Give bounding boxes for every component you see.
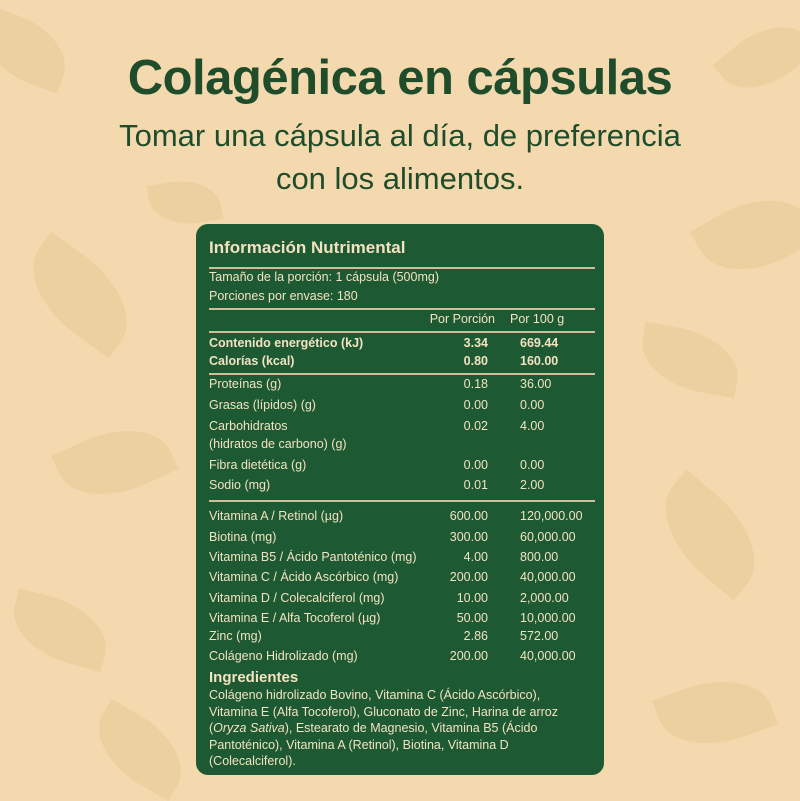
divider [209,267,595,269]
per-serving-value: 0.02 [463,419,488,433]
per-serving-value: 4.00 [463,550,488,564]
leaf-decoration [10,231,150,359]
nutrient-label: Biotina (mg) [209,530,277,544]
nutrient-label: Vitamina A / Retinol (µg) [209,509,344,523]
nutrient-label: Contenido energético (kJ) [209,336,364,350]
nutrition-facts-panel: Información Nutrimental Tamaño de la por… [196,224,604,775]
nutrition-title: Información Nutrimental [209,238,406,257]
nutrient-label: Carbohidratos [209,419,288,433]
per-100g-value: 2,000.00 [520,591,569,605]
per-100g-value: 800.00 [520,550,559,564]
per-100g-value: 120,000.00 [520,509,583,523]
per-100g-value: 40,000.00 [520,570,576,584]
nutrient-label: Vitamina B5 / Ácido Pantoténico (mg) [209,550,417,564]
per-serving-value: 0.80 [463,354,488,368]
leaf-decoration [641,469,779,601]
leaf-decoration [652,663,778,762]
nutrient-label: Colágeno Hidrolizado (mg) [209,649,358,663]
nutrient-label: Zinc (mg) [209,629,262,643]
ingredients-title: Ingredientes [209,669,299,686]
nutrient-label: Sodio (mg) [209,478,271,492]
per-100g-value: 0.00 [520,398,545,412]
per-100g-value: 36.00 [520,377,552,391]
per-serving-value: 300.00 [449,530,488,544]
ingredients-text: Colágeno hidrolizado Bovino, Vitamina C … [209,687,589,770]
nutrient-label-continued: (hidratos de carbono) (g) [209,437,347,451]
nutrient-label: Vitamina C / Ácido Ascórbico (mg) [209,570,399,584]
ingredients-text-italic: Oryza Sativa [213,721,285,735]
ingredients-text-part: Colágeno hidrolizado Bovino, Vitamina C … [209,688,559,735]
leaf-decoration [635,321,745,399]
per-serving-value: 0.18 [463,377,488,391]
per-serving-value: 0.01 [463,478,488,492]
per-serving-value: 50.00 [456,611,488,625]
subtitle-line-2: con los alimentos. [275,161,525,196]
subtitle-line-1: Tomar una cápsula al día, de preferencia [119,118,681,153]
leaf-decoration [51,409,179,516]
nutrient-label: Proteínas (g) [209,377,282,391]
column-header-per-100g: Por 100 g [510,312,565,326]
nutrient-label: Vitamina D / Colecalciferol (mg) [209,591,385,605]
serving-size: Tamaño de la porción: 1 cápsula (500mg) [209,270,439,284]
leaf-decoration [81,699,199,801]
page-title: Colagénica en cápsulas [127,51,673,105]
per-100g-value: 572.00 [520,629,559,643]
per-serving-value: 0.00 [463,398,488,412]
leaf-decoration [3,588,117,672]
per-100g-value: 10,000.00 [520,611,576,625]
per-serving-value: 600.00 [449,509,488,523]
per-serving-value: 10.00 [456,591,488,605]
servings-per-container: Porciones por envase: 180 [209,289,358,303]
divider [209,308,595,310]
nutrient-label: Vitamina E / Alfa Tocoferol (µg) [209,611,381,625]
divider [209,500,595,502]
divider [209,331,595,333]
per-serving-value: 200.00 [449,570,488,584]
ingredients-text-part: ), Estearato de Magnesio, Vitamina B5 (Á… [209,721,538,768]
per-100g-value: 60,000.00 [520,530,576,544]
per-serving-value: 200.00 [449,649,488,663]
per-serving-value: 2.86 [463,629,488,643]
per-100g-value: 2.00 [520,478,545,492]
per-100g-value: 160.00 [520,354,559,368]
nutrient-label: Grasas (lípidos) (g) [209,398,316,412]
per-100g-value: 669.44 [520,336,559,350]
column-header-per-serving: Por Porción [429,312,495,326]
per-serving-value: 3.34 [463,336,488,350]
per-serving-value: 0.00 [463,458,488,472]
per-100g-value: 40,000.00 [520,649,576,663]
divider [209,373,595,375]
per-100g-value: 4.00 [520,419,545,433]
per-100g-value: 0.00 [520,458,545,472]
nutrient-label: Calorías (kcal) [209,354,295,368]
nutrient-label: Fibra dietética (g) [209,458,307,472]
